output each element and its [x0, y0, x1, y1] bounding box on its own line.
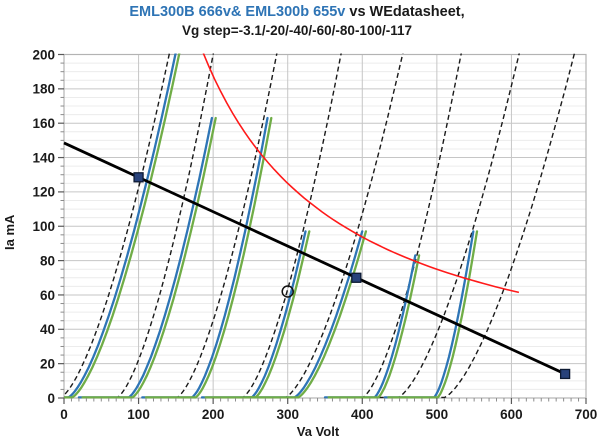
measured-curve — [387, 230, 479, 399]
load-line-marker — [559, 368, 571, 380]
operating-point-marker — [281, 285, 294, 298]
measured-curve — [243, 230, 364, 399]
y-tick-label: 140 — [32, 150, 55, 165]
y-tick-label: 20 — [40, 356, 55, 371]
chart-title: EML300B 666v& EML300b 655v vs WEdatashee… — [0, 4, 594, 20]
measured-curve — [64, 53, 181, 399]
load-line — [63, 141, 566, 376]
y-tick-label: 120 — [32, 185, 55, 200]
datasheet-curve — [90, 53, 215, 399]
x-tick-label: 500 — [426, 407, 449, 422]
x-tick-label: 600 — [500, 407, 523, 422]
y-tick-label: 100 — [32, 219, 55, 234]
measured-curve — [141, 116, 269, 399]
x-tick-label: 100 — [127, 407, 150, 422]
y-tick-label: 0 — [47, 391, 55, 406]
x-axis-label: Va Volt — [297, 424, 340, 439]
load-line-marker — [351, 272, 362, 283]
load-line-marker — [133, 172, 144, 183]
measured-curve — [327, 254, 421, 399]
y-tick-label: 160 — [32, 116, 55, 131]
measured-curve — [144, 116, 273, 399]
y-tick-label: 200 — [32, 47, 55, 62]
x-tick-label: 0 — [60, 407, 68, 422]
measured-curve — [77, 116, 214, 399]
datasheet-curve — [370, 53, 520, 399]
y-tick-label: 180 — [32, 82, 55, 97]
measured-curve — [247, 230, 368, 399]
chart-title-rest: vs WEdatasheet, — [345, 4, 465, 20]
measured-curve — [64, 53, 177, 399]
dissipation-curve — [202, 53, 520, 294]
y-axis-label: Ia mA — [2, 214, 17, 250]
datasheet-curve — [257, 53, 404, 399]
y-tick-label: 80 — [40, 253, 55, 268]
datasheet-curve — [416, 53, 576, 399]
chart-subtitle: Vg step=-3.1/-20/-40/-60/-80-100/-117 — [181, 23, 412, 38]
datasheet-curve — [215, 53, 342, 399]
x-tick-label: 300 — [276, 407, 299, 422]
x-tick-label: 700 — [575, 407, 598, 422]
datasheet-curve — [64, 53, 171, 399]
y-tick-label: 60 — [40, 288, 55, 303]
x-tick-label: 200 — [202, 407, 225, 422]
datasheet-curve — [335, 53, 462, 399]
measured-curve — [204, 230, 311, 399]
measured-curve — [81, 116, 217, 399]
measured-curve — [323, 254, 417, 399]
measured-curve — [383, 230, 475, 399]
measured-curve — [200, 230, 307, 399]
x-tick-label: 400 — [351, 407, 374, 422]
chart-title-accent: EML300B 666v& EML300b 655v — [129, 4, 346, 20]
y-tick-label: 40 — [40, 322, 55, 337]
